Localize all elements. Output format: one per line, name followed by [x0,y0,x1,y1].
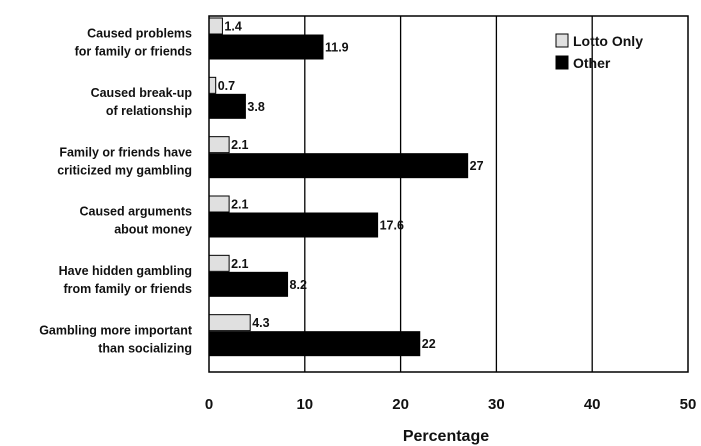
legend-label-lotto-only: Lotto Only [573,33,643,49]
data-label-other-1: 3.8 [247,100,264,114]
data-label-other-5: 22 [422,337,436,351]
category-label-0-line-0: Caused problems [87,27,192,41]
bar-other-1 [208,93,246,119]
data-label-other-3: 17.6 [380,219,404,233]
data-label-lotto-only-5: 4.3 [252,316,269,330]
bars [208,17,469,357]
category-label-4-line-1: from family or friends [64,282,193,296]
x-axis-title: Percentage [403,428,489,445]
legend-swatch-other [555,55,569,70]
x-tick-label-20: 20 [392,396,409,413]
x-tick-label-50: 50 [680,396,697,413]
plot-frame [208,15,689,373]
x-tick-label-10: 10 [296,396,313,413]
bar-lotto-only-4 [208,254,230,272]
category-label-2-line-0: Family or friends have [59,145,192,159]
data-label-lotto-only-2: 2.1 [231,138,248,152]
category-label-0-line-1: for family or friends [75,45,192,59]
x-tick-label-40: 40 [584,396,601,413]
category-label-5-line-1: than socializing [98,341,192,355]
category-labels: Caused problems for family or friends Caus… [39,27,193,356]
legend-label-other: Other [573,55,611,71]
x-tick-labels: 0 10 20 30 40 50 [205,396,697,413]
data-label-lotto-only-4: 2.1 [231,257,248,271]
bar-other-5 [208,331,421,357]
data-label-other-4: 8.2 [290,278,307,292]
category-label-3-line-1: about money [114,223,192,237]
x-tick-label-0: 0 [205,396,213,413]
data-label-lotto-only-0: 1.4 [224,20,241,34]
gridlines [304,16,593,372]
data-label-other-0: 11.9 [325,41,349,55]
category-label-2-line-1: criticized my gambling [57,163,192,177]
bar-lotto-only-5 [208,314,251,332]
category-label-1-line-0: Caused break-up [91,86,193,100]
category-label-5-line-0: Gambling more important [39,323,193,337]
bar-lotto-only-2 [208,136,230,154]
category-label-4-line-0: Have hidden gambling [59,264,192,278]
category-label-3-line-0: Caused arguments [79,205,192,219]
bar-other-3 [208,212,379,238]
data-labels: 1.4 11.9 0.7 3.8 2.1 27 2.1 17.6 2.1 8.2 4.3 22 [218,20,484,352]
bar-other-4 [208,271,289,297]
bar-other-0 [208,34,324,60]
bar-lotto-only-3 [208,195,230,213]
x-tick-label-30: 30 [488,396,505,413]
bar-other-2 [208,153,469,179]
bar-lotto-only-0 [208,17,223,35]
data-label-lotto-only-1: 0.7 [218,79,235,93]
legend: Lotto Only Other [555,33,643,71]
category-label-1-line-1: of relationship [106,104,192,118]
legend-swatch-lotto-only [555,33,569,48]
data-label-other-2: 27 [470,159,484,173]
data-label-lotto-only-3: 2.1 [231,198,248,212]
bar-lotto-only-1 [208,76,217,94]
